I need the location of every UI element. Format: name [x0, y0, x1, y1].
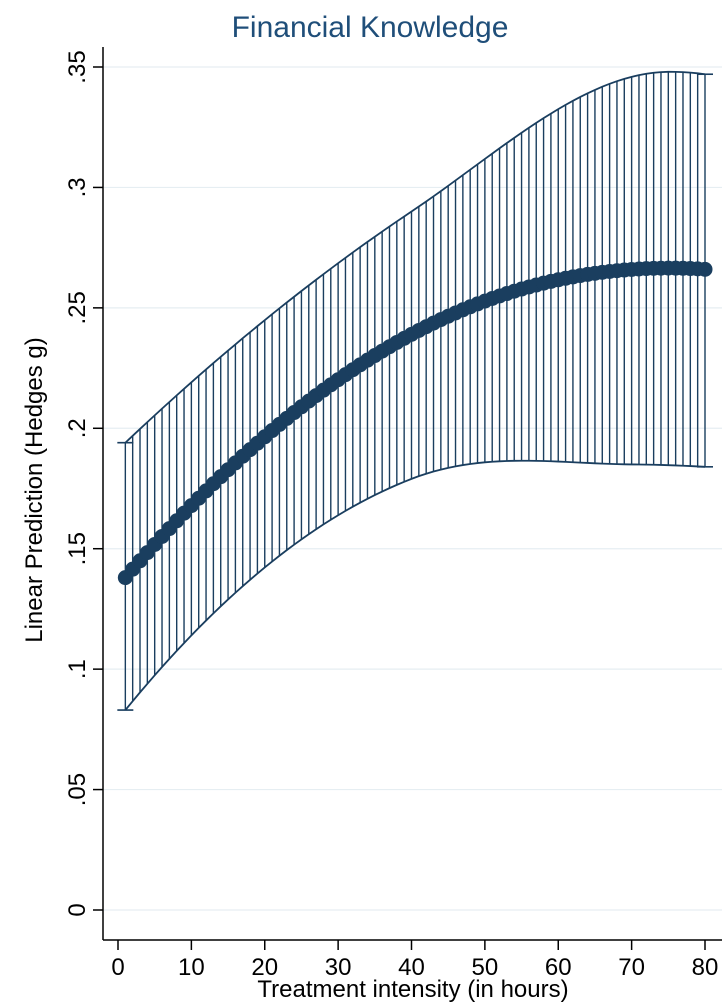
- x-tick-label: 80: [692, 954, 719, 981]
- y-tick-label: .1: [64, 659, 91, 679]
- prediction-point: [697, 261, 713, 277]
- x-tick-label: 60: [545, 954, 572, 981]
- axes: 0 .05 .1 .15 .2 .25 .3 .35 0 10 20 30 40 50 60 70 80: [64, 47, 722, 981]
- y-tick-label: .05: [64, 773, 91, 806]
- y-tick-label: .2: [64, 418, 91, 438]
- x-tick-label: 50: [472, 954, 499, 981]
- y-tick-label: 0: [64, 903, 91, 916]
- y-tick-label: .15: [64, 532, 91, 565]
- x-tick-label: 10: [178, 954, 205, 981]
- y-tick-label: .35: [64, 50, 91, 83]
- chart-title: Financial Knowledge: [232, 11, 509, 44]
- y-axis-label: Linear Prediction (Hedges g): [21, 337, 48, 643]
- x-tick-label: 40: [398, 954, 425, 981]
- x-tick-label: 0: [111, 954, 124, 981]
- y-tick-label: .25: [64, 291, 91, 324]
- prediction-line: [117, 260, 713, 586]
- x-axis-label: Treatment intensity (in hours): [257, 976, 568, 1003]
- x-tick-label: 70: [618, 954, 645, 981]
- x-tick-label: 20: [251, 954, 278, 981]
- ci-lower-curve: [124, 459, 706, 711]
- ci-upper-curve: [124, 70, 706, 444]
- y-tick-label: .3: [64, 177, 91, 197]
- x-tick-label: 30: [325, 954, 352, 981]
